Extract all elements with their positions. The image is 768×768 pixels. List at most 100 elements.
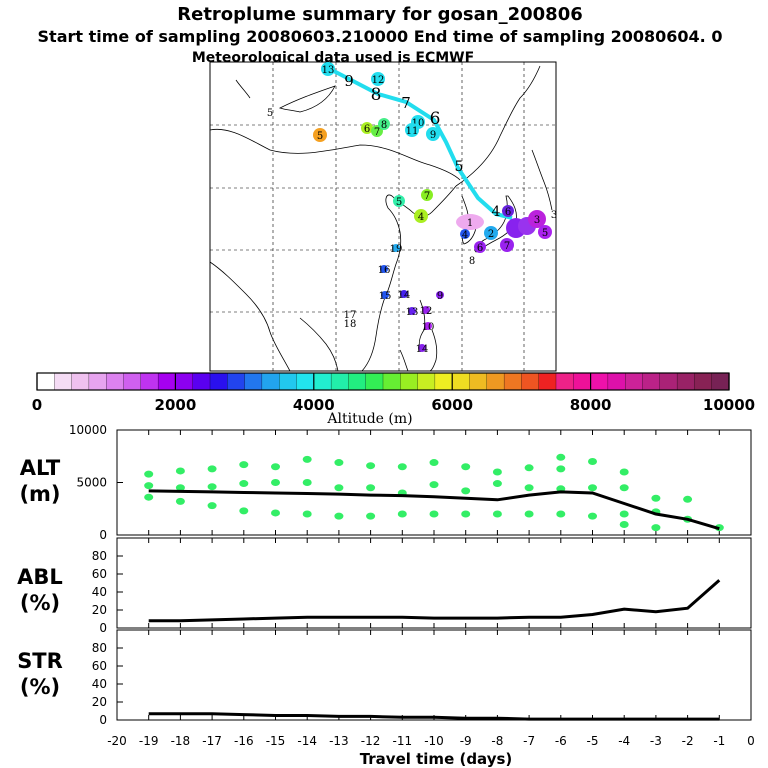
trajectory-label: 8	[371, 85, 382, 105]
colorbar-tick-label: 0	[32, 396, 42, 414]
colorbar-cell	[244, 372, 263, 391]
scatter-point	[144, 482, 154, 490]
scatter-point	[461, 487, 471, 495]
series-line	[148, 579, 721, 623]
y-tick-label: 20	[92, 695, 107, 709]
trajectory-label: 6	[430, 109, 441, 129]
scatter-point	[683, 495, 693, 503]
scatter-point	[556, 453, 566, 461]
cluster-marker	[381, 291, 389, 299]
y-tick-label: 80	[92, 641, 107, 655]
x-tick-label: -3	[650, 734, 662, 748]
colorbar-cell	[261, 372, 280, 391]
cluster-marker	[371, 72, 385, 86]
cluster-label: 5	[317, 131, 323, 142]
x-tick-label: -10	[424, 734, 444, 748]
x-tick-label: -9	[460, 734, 472, 748]
cluster-marker	[436, 291, 444, 299]
cluster-label: 9	[430, 130, 436, 141]
scatter-point	[556, 510, 566, 518]
cluster-label: 8	[469, 256, 475, 267]
scatter-point	[175, 467, 185, 475]
altitude-colorbar: 0 2000 4000 6000 8000 10000 Altitude (m)	[32, 372, 755, 427]
colorbar-cell	[140, 372, 159, 391]
trajectory-label: 4	[492, 204, 501, 220]
cluster-label: 15	[379, 291, 392, 302]
x-tick-label: -7	[523, 734, 535, 748]
scatter-point	[207, 465, 217, 473]
colorbar-cell	[434, 372, 453, 391]
cluster-marker	[313, 128, 327, 142]
map-gridlines	[210, 62, 556, 371]
series-line	[148, 489, 720, 531]
colorbar-tick-label: 10000	[703, 396, 755, 414]
scatter-point	[271, 479, 280, 486]
colorbar-cell	[486, 372, 505, 391]
scatter-point	[492, 468, 502, 476]
cluster-label: 11	[406, 126, 419, 137]
cluster-marker	[421, 189, 433, 201]
colorbar-cell	[625, 372, 644, 391]
scatter-point	[302, 510, 312, 518]
cluster-label: 5	[396, 197, 402, 208]
scatter-point	[461, 463, 471, 471]
scatter-point	[207, 483, 217, 491]
cluster-marker	[418, 344, 426, 352]
cluster-marker	[500, 238, 514, 252]
colorbar-cell	[573, 372, 592, 391]
cluster-label: 6	[477, 243, 483, 254]
colorbar-cell	[469, 372, 488, 391]
cluster-label: 19	[390, 244, 403, 255]
scatter-point	[239, 461, 249, 469]
x-tick-label: -12	[361, 734, 381, 748]
y-tick-label: 0	[99, 713, 107, 727]
figure-title: Retroplume summary for gosan_200806	[177, 4, 583, 25]
scatter-point	[239, 480, 249, 488]
trajectory-label: 7	[401, 94, 411, 112]
cluster-markers: 13 12 5 5 6 7 8 10 11 9 7 5 4 1	[267, 62, 557, 355]
colorbar-cell	[607, 372, 626, 391]
scatter-point	[144, 493, 154, 501]
scatter-point	[334, 459, 344, 467]
colorbar-cell	[642, 372, 661, 391]
scatter-point	[334, 484, 344, 492]
cluster-label: 6	[505, 207, 511, 218]
cluster-label: 3	[534, 215, 540, 226]
trajectory-label: 5	[455, 159, 464, 175]
cluster-label: 14	[398, 290, 411, 301]
scatter-point	[524, 464, 534, 472]
cluster-marker	[361, 122, 373, 134]
scatter-point	[619, 521, 629, 528]
cluster-label: 5	[542, 228, 548, 239]
figure-subtitle: Start time of sampling 20080603.210000 E…	[38, 27, 723, 46]
scatter-point	[651, 494, 661, 502]
cluster-label: 9	[437, 291, 443, 302]
y-tick-label: 0	[99, 528, 107, 542]
colorbar-cell	[503, 372, 522, 391]
scatter-point	[302, 479, 312, 486]
colorbar-cell	[54, 372, 73, 391]
x-tick-label: -16	[234, 734, 254, 748]
cluster-marker	[392, 244, 400, 252]
y-tick-label: 10000	[69, 423, 107, 437]
trajectory-path	[327, 66, 513, 220]
x-tick-label: -14	[297, 734, 317, 748]
scatter-point	[651, 524, 661, 532]
scatter-point	[619, 484, 629, 492]
trajectory-label: 9	[344, 72, 354, 90]
colorbar-cell	[348, 372, 367, 391]
abl-ylabel: ABL	[17, 565, 63, 589]
cluster-label: 10	[412, 118, 425, 129]
cluster-label: 7	[374, 127, 380, 138]
scatter-point	[619, 468, 629, 476]
cluster-label: 6	[364, 124, 370, 135]
str-panel-frame	[116, 629, 752, 721]
x-tick-label: -15	[266, 734, 286, 748]
cluster-label: 17	[344, 310, 357, 321]
colorbar-cell	[227, 372, 246, 391]
scatter-point	[239, 507, 249, 515]
colorbar-cell	[521, 372, 540, 391]
cluster-marker	[405, 123, 419, 137]
x-tick-label: -2	[682, 734, 694, 748]
trajectory-labels: 9 8 7 6 5 4	[344, 72, 500, 220]
